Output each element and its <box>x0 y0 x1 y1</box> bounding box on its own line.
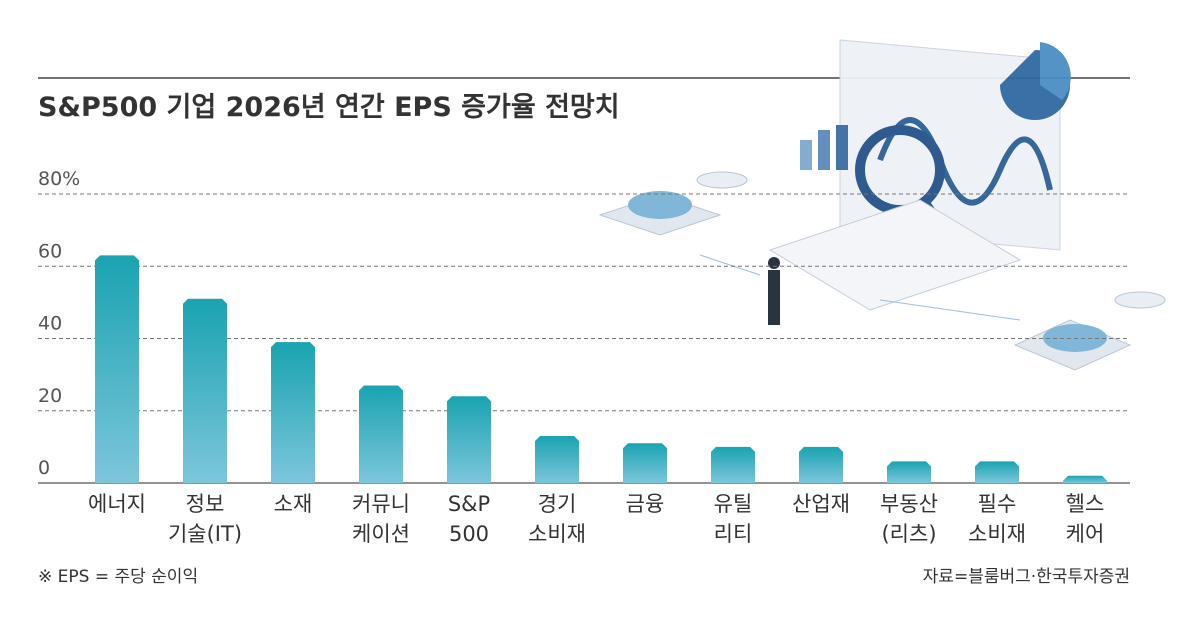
y-tick-label: 60 <box>38 240 62 262</box>
x-tick-label: 리티 <box>714 522 753 546</box>
source: 자료=블룸버그·한국투자증권 <box>923 567 1130 587</box>
y-tick-label: 20 <box>38 385 62 407</box>
x-tick-label: 경기 <box>538 492 577 516</box>
x-tick-label: 커뮤니 <box>352 492 410 516</box>
x-tick-label: 유틸 <box>714 492 753 516</box>
bar <box>799 446 843 483</box>
x-tick-label: 소비재 <box>528 522 586 546</box>
footnote: ※ EPS = 주당 순이익 <box>38 567 198 587</box>
x-tick-label: 필수 <box>978 492 1017 516</box>
x-tick-label: 부동산 <box>880 492 938 516</box>
illustration <box>598 39 1166 371</box>
chart-title: S&P500 기업 2026년 연간 EPS 증가율 전망치 <box>38 92 620 123</box>
bar <box>623 443 667 483</box>
bar <box>183 298 227 483</box>
x-tick-label: 케이션 <box>352 522 410 546</box>
x-tick-label: 금융 <box>626 492 665 516</box>
x-tick-label: 헬스 <box>1066 492 1105 516</box>
x-tick-label: 케어 <box>1066 522 1105 546</box>
bar <box>711 446 755 483</box>
bar <box>95 255 139 483</box>
x-tick-label: 산업재 <box>792 492 850 516</box>
y-tick-label: 80% <box>38 168 80 190</box>
x-tick-label: 소재 <box>274 492 313 516</box>
x-tick-label: 소비재 <box>968 522 1026 546</box>
y-tick-label: 0 <box>38 457 50 479</box>
bar <box>535 436 579 483</box>
bar <box>447 396 491 483</box>
x-tick-label: S&P <box>448 492 490 516</box>
x-tick-label: 기술(IT) <box>168 522 242 546</box>
bar <box>359 385 403 483</box>
bar <box>975 461 1019 483</box>
x-tick-label: 500 <box>449 522 489 546</box>
y-tick-label: 40 <box>38 313 62 335</box>
x-tick-label: (리츠) <box>881 522 936 546</box>
x-tick-label: 정보 <box>186 492 225 516</box>
bar <box>1063 475 1107 483</box>
x-tick-label: 에너지 <box>88 492 146 516</box>
bar <box>271 342 315 483</box>
bar <box>887 461 931 483</box>
